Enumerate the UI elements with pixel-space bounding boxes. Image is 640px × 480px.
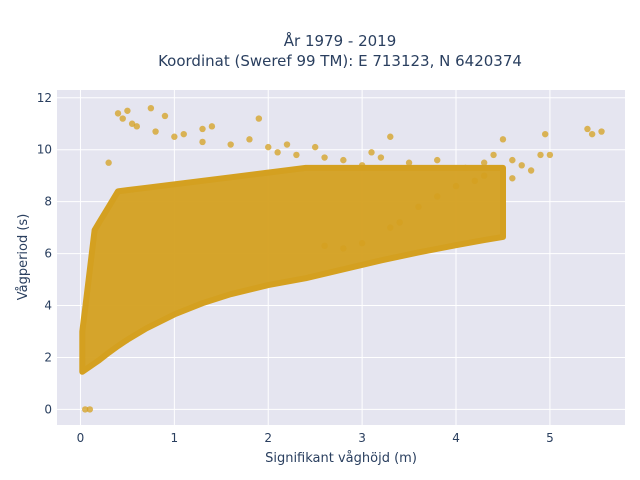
scatter-point [434,156,441,164]
x-tick-label: 0 [77,431,85,445]
scatter-point [387,133,394,140]
scatter-point [199,125,206,133]
y-tick-label: 6 [44,247,52,261]
scatter-point [509,175,516,182]
y-tick-label: 10 [37,143,52,157]
scatter-point [114,110,122,117]
scatter-point [321,154,328,161]
scatter-point [86,406,94,413]
scatter-point [546,151,554,159]
scatter-point [452,182,460,190]
scatter-point [480,159,488,166]
scatter-point [161,112,169,120]
y-tick-label: 12 [37,91,52,105]
scatter-point [387,224,394,231]
scatter-point [358,162,366,169]
scatter-point [124,107,131,114]
y-tick-labels: 0 2 4 6 8 10 12 [37,91,52,417]
scatter-point [471,177,478,185]
scatter-point [246,136,253,143]
scatter-point [598,128,605,135]
scatter-point [133,123,141,130]
scatter-point [199,138,206,146]
scatter-point [358,240,366,247]
y-tick-label: 2 [44,350,52,364]
scatter-point [340,245,347,252]
chart-title-line1: År 1979 - 2019 [284,31,397,50]
scatter-point [527,167,535,174]
y-tick-label: 0 [44,402,52,416]
x-tick-labels: 0 1 2 3 4 5 [77,431,554,445]
scatter-point [480,172,488,179]
scatter-point [518,162,525,169]
x-tick-label: 2 [264,431,272,445]
scatter-point [499,136,507,143]
y-axis-title: Vågperiod (s) [16,214,31,301]
scatter-point [509,156,516,164]
scatter-points [81,104,605,413]
scatter-point [537,151,544,159]
scatter-point [377,154,385,161]
scatter-point [415,203,422,211]
scatter-point [119,115,126,122]
scatter-point [293,151,300,159]
scatter-point [584,125,591,133]
scatter-point [105,159,112,166]
scatter-point [227,141,234,148]
scatter-point [588,130,596,138]
y-tick-label: 8 [44,195,52,209]
y-tick-label: 4 [44,299,52,313]
scatter-point [311,143,319,151]
chart-title-line2: Koordinat (Sweref 99 TM): E 713123, N 64… [158,52,522,70]
scatter-point [462,164,469,172]
x-tick-label: 4 [452,431,460,445]
scatter-point [340,156,347,164]
scatter-point [283,141,291,148]
scatter-point [405,159,413,166]
x-axis-title: Signifikant våghöjd (m) [265,451,417,466]
scatter-point [180,130,187,138]
scatter-point [368,149,375,156]
dense-point-cloud [79,164,506,375]
scatter-point [208,123,216,130]
scatter-point [274,149,281,156]
point-cloud-core [79,164,506,375]
x-tick-label: 3 [358,431,366,445]
scatter-point [81,406,89,413]
scatter-point [152,128,159,135]
scatter-point [255,115,263,122]
x-tick-label: 5 [546,431,554,445]
scatter-point [434,193,441,200]
scatter-point [265,143,272,151]
scatter-point [321,242,328,250]
scatter-point [541,130,549,138]
scatter-point [396,219,403,226]
x-tick-label: 1 [171,431,179,445]
scatter-point [171,133,178,140]
scatter-point [147,104,155,112]
scatter-point [128,120,136,127]
scatter-point [490,151,497,159]
